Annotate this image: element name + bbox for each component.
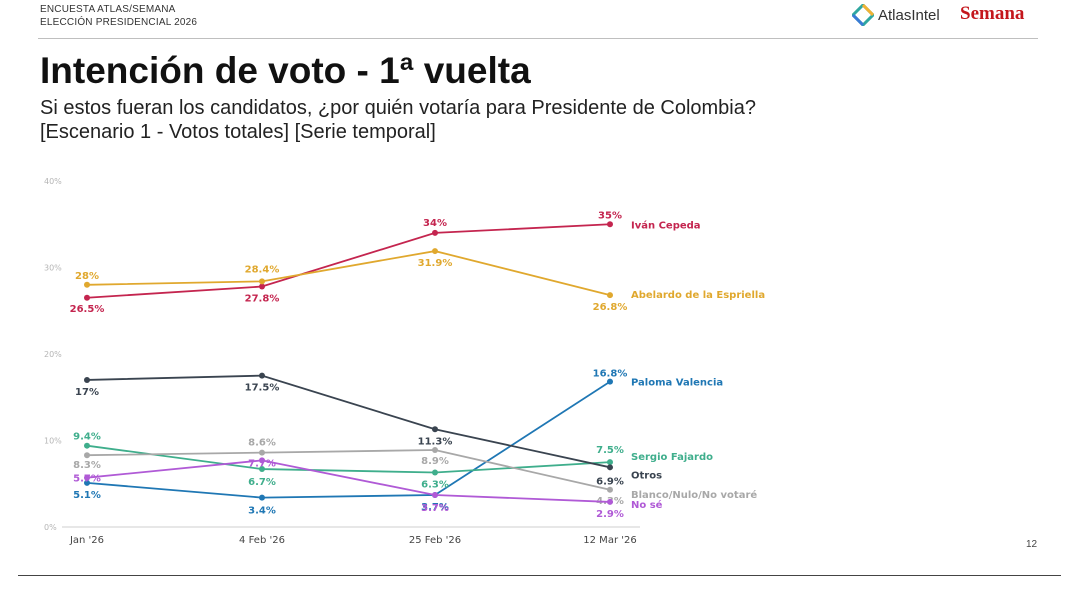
y-tick-label: 40% [44,177,62,186]
x-tick-label: 12 Mar '26 [583,535,636,546]
data-point [259,466,265,473]
series-line [86,459,611,503]
y-tick-label: 30% [44,264,62,273]
series-line [86,250,611,297]
data-label: 7.7% [248,458,276,469]
data-point [432,491,438,498]
series-line [86,374,611,469]
data-label: 8.3% [73,460,101,471]
data-label: 2.9% [596,509,624,520]
data-point [84,281,90,288]
series-line [86,380,611,499]
data-point [607,221,613,228]
subtitle-scenario: [Escenario 1 - Votos totales] [Serie tem… [40,121,436,143]
data-label: 11.3% [418,436,453,447]
subtitle-question: Si estos fueran los candidatos, ¿por qui… [40,97,756,119]
atlasintel-logo-icon [852,4,874,26]
page-title: Intención de voto - 1ª vuelta [40,50,531,91]
data-label: 17.5% [245,383,280,394]
series-end-label: Iván Cepeda [631,219,701,231]
data-label: 28.4% [245,264,280,275]
data-point [259,449,265,456]
y-tick-label: 10% [44,437,62,446]
data-label: 27.8% [245,294,280,305]
data-point [84,452,90,459]
header-divider [38,38,1038,39]
data-point [432,447,438,454]
series-end-label: Paloma Valencia [631,378,723,389]
data-label: 8.9% [421,456,449,467]
data-label: 5.7% [73,474,101,485]
series-end-label: Sergio Fajardo [631,452,713,463]
header-survey-label: ENCUESTA ATLAS/SEMANA [40,4,176,15]
series-line [86,444,611,474]
data-label: 34% [423,218,447,229]
data-point [84,442,90,449]
data-label: 8.6% [248,438,276,449]
data-label: 26.5% [70,304,105,315]
x-tick-label: Jan '26 [69,535,104,546]
data-label: 6.3% [421,480,449,491]
data-label: 3.7% [421,502,449,513]
data-label: 35% [598,210,622,221]
data-point [432,229,438,236]
data-point [84,294,90,301]
data-label: 26.8% [593,302,628,313]
data-point [84,376,90,383]
data-label: 3.4% [248,506,276,517]
data-label: 7.5% [596,445,624,456]
data-point [432,469,438,476]
data-point [607,498,613,505]
series-end-label: Otros [631,470,662,481]
data-label: 6.9% [596,476,624,487]
data-label: 28% [75,271,99,282]
data-point [432,248,438,255]
data-point [259,283,265,290]
data-point [607,378,613,385]
data-label: 5.1% [73,490,101,501]
data-point [607,292,613,299]
series-end-label: Blanco/Nulo/No votaré [631,489,757,501]
y-tick-label: 0% [44,523,57,532]
data-label: 9.4% [73,432,101,443]
footer-divider [18,575,1061,576]
atlasintel-logo-text: AtlasIntel [878,6,940,24]
series-end-label: Abelardo de la Espriella [631,290,765,301]
data-point [259,457,265,464]
x-tick-label: 25 Feb '26 [409,535,461,546]
data-point [84,474,90,481]
series-line [86,449,611,491]
data-label: 31.9% [418,258,453,269]
page-number: 12 [1026,539,1038,550]
series-end-label: No sé [631,499,663,511]
y-tick-label: 20% [44,350,62,359]
data-point [259,278,265,285]
data-label: 3.7% [421,503,449,514]
data-point [607,486,613,493]
data-label: 6.7% [248,477,276,488]
data-point [84,479,90,486]
atlasintel-logo: AtlasIntel [852,4,940,26]
semana-logo: Semana [960,3,1025,24]
data-point [259,494,265,501]
data-point [432,426,438,433]
data-point [607,459,613,466]
data-label: 17% [75,387,99,398]
data-point [607,464,613,471]
x-tick-label: 4 Feb '26 [239,535,285,546]
header-election-label: ELECCIÓN PRESIDENCIAL 2026 [40,17,198,28]
series-line [86,223,611,299]
data-point [259,372,265,379]
data-label: 16.8% [593,369,628,380]
